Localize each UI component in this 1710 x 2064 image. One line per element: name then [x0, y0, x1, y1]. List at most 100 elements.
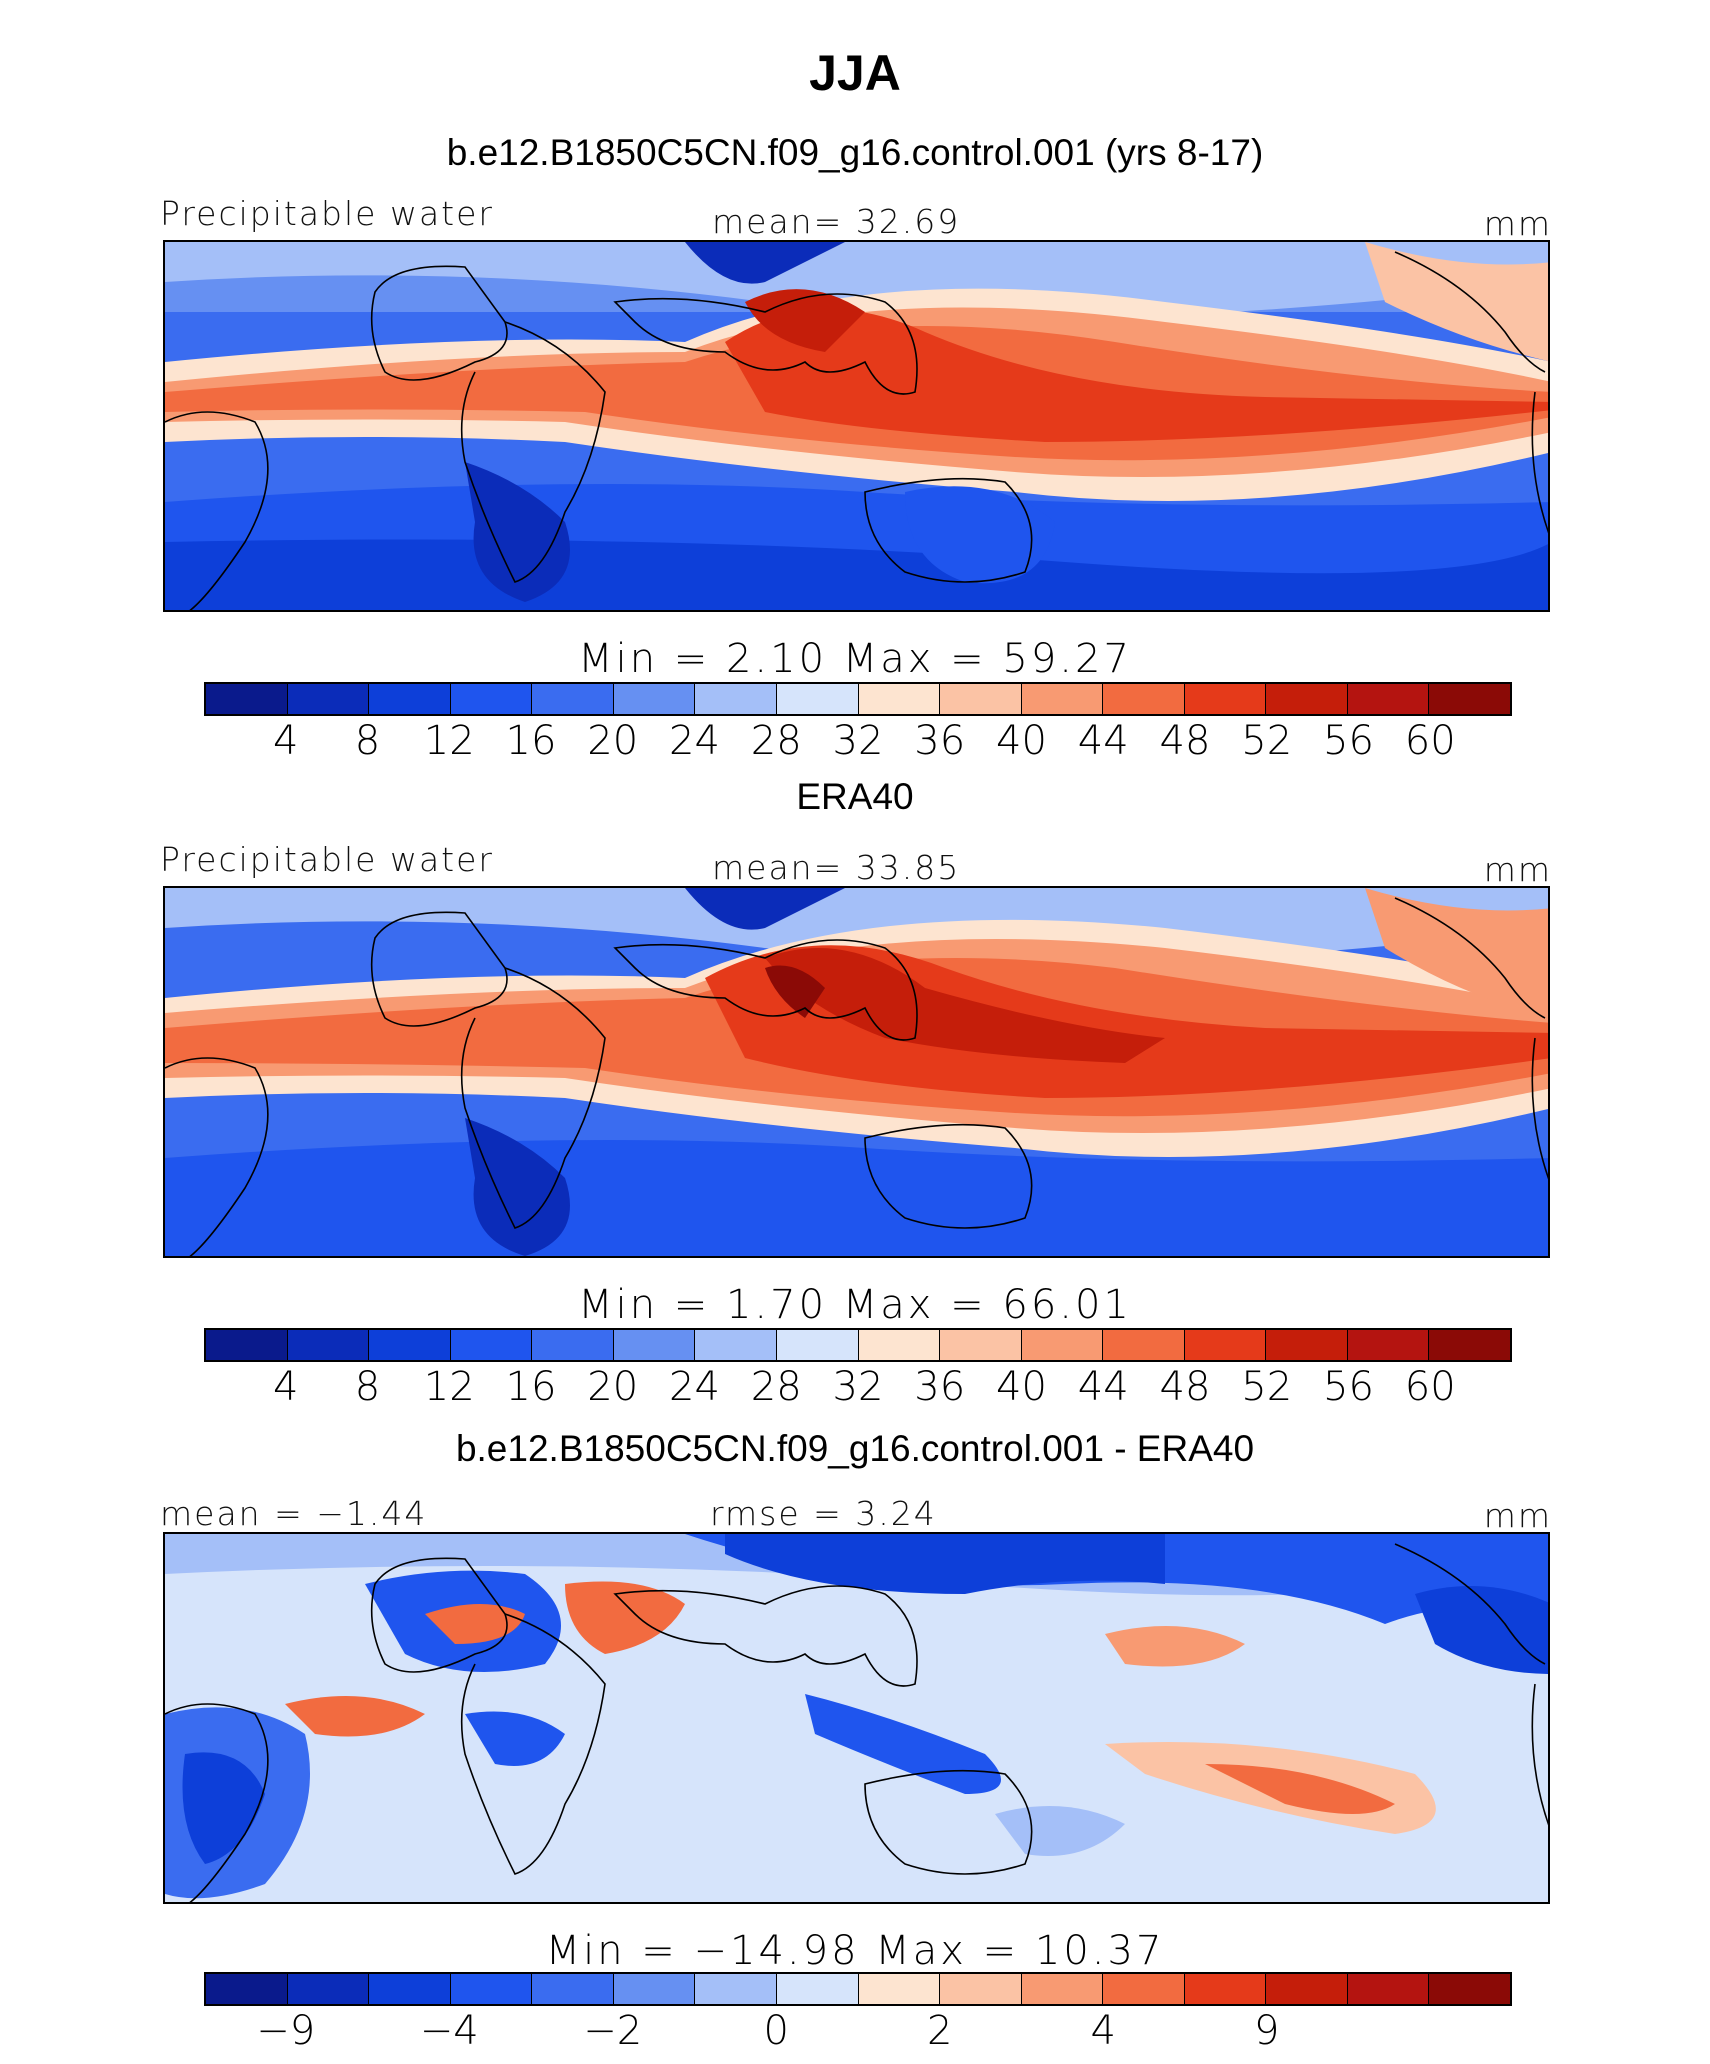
colorbar-swatch — [1266, 684, 1348, 714]
colorbar-tick-label: 32 — [832, 1364, 884, 1410]
colorbar-swatch — [858, 1330, 941, 1360]
colorbar-tick-label: 40 — [996, 1364, 1047, 1410]
colorbar-tick-label: −9 — [256, 2008, 316, 2054]
colorbar-swatch — [287, 1330, 370, 1360]
colorbar-tick-label: 60 — [1404, 718, 1456, 764]
panel1-mean-label: mean= 32.69 — [712, 202, 961, 241]
panel2-subtitle: ERA40 — [796, 776, 914, 817]
colorbar-swatch — [1429, 1974, 1510, 2004]
panel1-contour-field — [165, 242, 1548, 610]
colorbar-tick-label: 52 — [1241, 1364, 1293, 1410]
panel3-contour-field — [165, 1534, 1548, 1902]
colorbar-swatch — [369, 684, 451, 714]
panel3-min-max: Min = −14.98 Max = 10.37 — [545, 1928, 1165, 1974]
colorbar-swatch — [1429, 684, 1510, 714]
colorbar-swatch — [1429, 1330, 1510, 1360]
colorbar-swatch — [1347, 1330, 1430, 1360]
panel1-variable-label: Precipitable water — [160, 194, 494, 233]
colorbar-tick-label: 16 — [505, 1364, 557, 1410]
colorbar-swatch — [206, 1330, 288, 1360]
panel1-colorbar — [204, 682, 1512, 716]
panel3-colorbar — [204, 1972, 1512, 2006]
panel3-map — [163, 1532, 1550, 1904]
colorbar-swatch — [532, 1974, 614, 2004]
panel2-map — [163, 886, 1550, 1258]
figure-title: JJA — [809, 45, 901, 101]
colorbar-swatch — [369, 1330, 451, 1360]
colorbar-tick-label: 60 — [1404, 1364, 1456, 1410]
colorbar-tick-label: −2 — [583, 2008, 643, 2054]
colorbar-tick-label: 0 — [763, 2008, 789, 2054]
colorbar-tick-label: 48 — [1159, 1364, 1211, 1410]
colorbar-swatch — [287, 1974, 370, 2004]
colorbar-tick-label: 4 — [273, 1364, 299, 1410]
colorbar-tick-label: 36 — [914, 718, 966, 764]
panel1-colorbar-ticks: 4 8 12 16 20 24 28 32 36 40 44 48 52 56 60 — [204, 718, 1512, 764]
colorbar-swatch — [695, 1974, 777, 2004]
colorbar-swatch — [1266, 1330, 1348, 1360]
colorbar-swatch — [1021, 1330, 1104, 1360]
colorbar-swatch — [1266, 1974, 1348, 2004]
colorbar-tick-label: 8 — [354, 1364, 381, 1410]
colorbar-tick-label: 12 — [423, 1364, 475, 1410]
colorbar-tick-label: 48 — [1159, 718, 1211, 764]
colorbar-swatch — [287, 684, 370, 714]
colorbar-tick-label: 24 — [669, 718, 720, 764]
colorbar-swatch — [532, 684, 614, 714]
colorbar-tick-label: 8 — [354, 718, 381, 764]
colorbar-swatch — [1103, 1330, 1185, 1360]
colorbar-swatch — [1184, 1974, 1267, 2004]
colorbar-swatch — [1103, 684, 1185, 714]
colorbar-swatch — [695, 684, 777, 714]
colorbar-tick-label: 28 — [750, 718, 802, 764]
panel2-contour-field — [165, 888, 1548, 1256]
colorbar-swatch — [858, 684, 941, 714]
colorbar-swatch — [1347, 1974, 1430, 2004]
colorbar-tick-label: 36 — [914, 1364, 966, 1410]
panel1-units-label: mm — [1483, 204, 1552, 243]
colorbar-tick-label: 28 — [750, 1364, 802, 1410]
colorbar-swatch — [206, 1974, 288, 2004]
colorbar-swatch — [1347, 684, 1430, 714]
colorbar-swatch — [940, 1974, 1022, 2004]
panel2-min-max: Min = 1.70 Max = 66.01 — [578, 1282, 1132, 1328]
colorbar-swatch — [206, 684, 288, 714]
colorbar-swatch — [1021, 684, 1104, 714]
colorbar-swatch — [532, 1330, 614, 1360]
colorbar-swatch — [450, 1330, 533, 1360]
panel3-units-label: mm — [1483, 1496, 1552, 1535]
colorbar-tick-label: 9 — [1254, 2008, 1280, 2054]
colorbar-swatch — [1021, 1974, 1104, 2004]
panel3-rmse-label: rmse = 3.24 — [710, 1494, 937, 1533]
colorbar-swatch — [940, 684, 1022, 714]
colorbar-tick-label: 44 — [1077, 718, 1129, 764]
panel1-subtitle: b.e12.B1850C5CN.f09_g16.control.001 (yrs… — [446, 132, 1264, 173]
colorbar-tick-label: −4 — [419, 2008, 479, 2054]
colorbar-tick-label: 56 — [1323, 1364, 1374, 1410]
colorbar-tick-label: 16 — [505, 718, 557, 764]
colorbar-tick-label: 20 — [587, 718, 639, 764]
colorbar-tick-label: 24 — [669, 1364, 720, 1410]
colorbar-tick-label: 4 — [273, 718, 299, 764]
colorbar-swatch — [613, 684, 696, 714]
colorbar-swatch — [613, 1330, 696, 1360]
panel2-colorbar — [204, 1328, 1512, 1362]
colorbar-tick-label: 4 — [1090, 2008, 1116, 2054]
panel3-mean-label: mean = −1.44 — [160, 1494, 428, 1533]
colorbar-swatch — [776, 1330, 859, 1360]
panel2-units-label: mm — [1483, 850, 1552, 889]
colorbar-tick-label: 40 — [996, 718, 1047, 764]
colorbar-swatch — [695, 1330, 777, 1360]
colorbar-tick-label: 12 — [423, 718, 475, 764]
colorbar-swatch — [858, 1974, 941, 2004]
colorbar-swatch — [613, 1974, 696, 2004]
colorbar-swatch — [776, 1974, 859, 2004]
colorbar-swatch — [1184, 684, 1267, 714]
colorbar-tick-label: 20 — [587, 1364, 639, 1410]
colorbar-tick-label: 2 — [927, 2008, 953, 2054]
colorbar-swatch — [369, 1974, 451, 2004]
colorbar-swatch — [776, 684, 859, 714]
colorbar-swatch — [940, 1330, 1022, 1360]
panel2-mean-label: mean= 33.85 — [712, 848, 961, 887]
colorbar-swatch — [1103, 1974, 1185, 2004]
